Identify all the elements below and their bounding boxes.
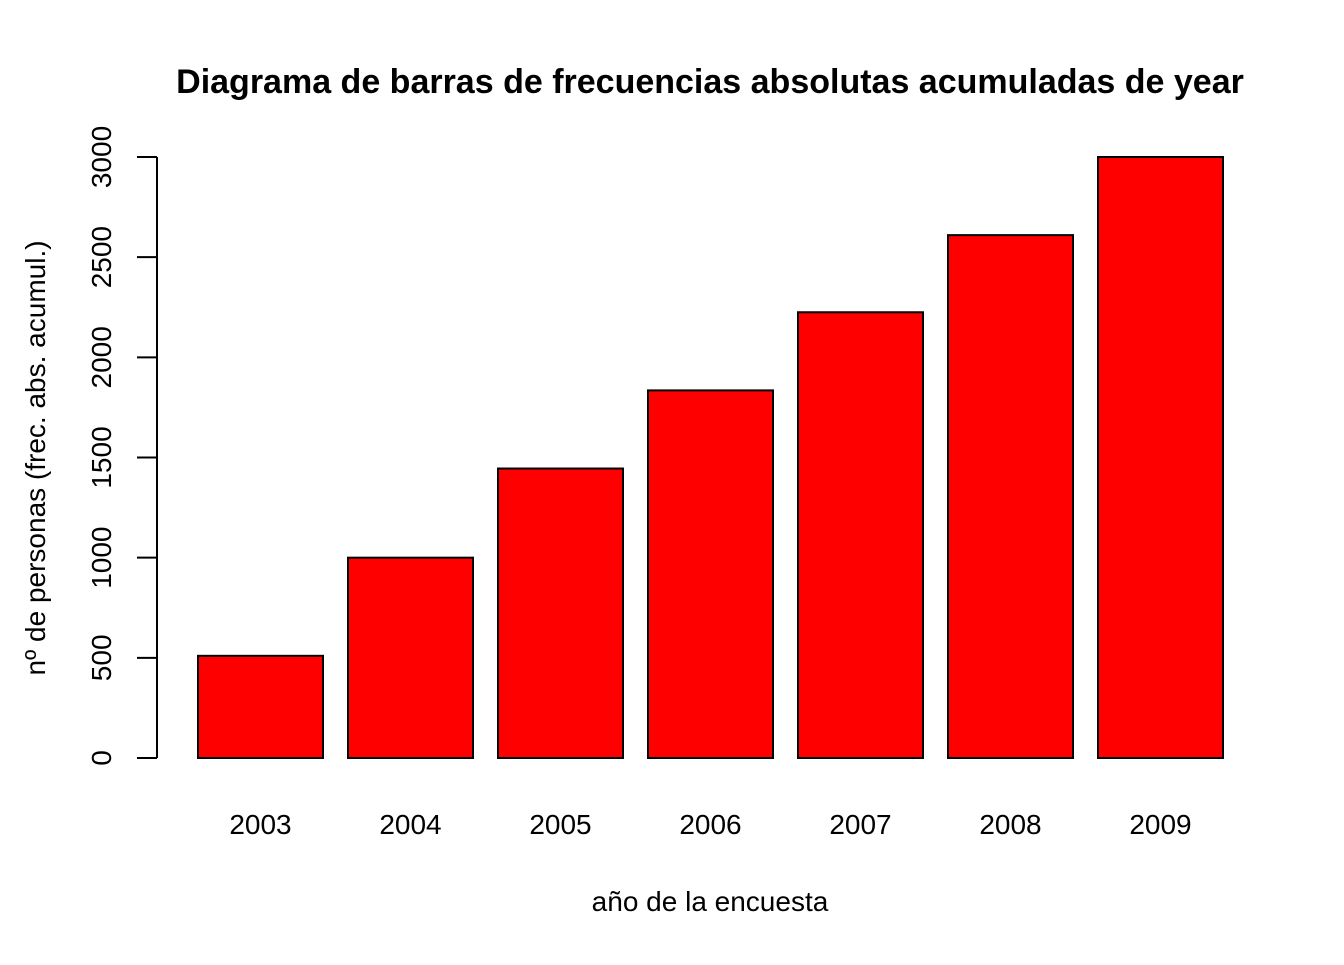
x-tick-label: 2008 [979,809,1041,840]
bars-group [197,156,1224,760]
x-tick-label: 2007 [829,809,891,840]
bar-2005 [497,467,624,759]
y-axis: 0 500 1000 1500 2000 2500 3000 [86,126,158,766]
y-tick-label: 0 [86,750,117,766]
bar-2007 [797,311,924,759]
y-tick-label: 2500 [86,226,117,288]
bar-2003 [197,654,324,760]
y-tick-label: 3000 [86,126,117,188]
bar-2008 [947,234,1074,759]
x-tick-label: 2006 [679,809,741,840]
bar-2009 [1097,156,1224,759]
x-tick-label: 2004 [379,809,441,840]
bar-2006 [647,389,774,759]
x-tick-label: 2003 [229,809,291,840]
y-tick-label: 1500 [86,426,117,488]
x-tick-label: 2005 [529,809,591,840]
bar-2004 [347,556,474,760]
x-tick-label: 2009 [1129,809,1191,840]
y-tick-label: 500 [86,634,117,681]
x-axis-label: año de la encuesta [592,886,829,917]
x-tick-labels: 2003 2004 2005 2006 2007 2008 2009 [229,809,1191,840]
y-tick-label: 1000 [86,527,117,589]
chart-title: Diagrama de barras de frecuencias absolu… [176,63,1244,101]
y-tick-label: 2000 [86,326,117,388]
y-axis-label: nº de personas (frec. abs. acumul.) [20,240,51,675]
